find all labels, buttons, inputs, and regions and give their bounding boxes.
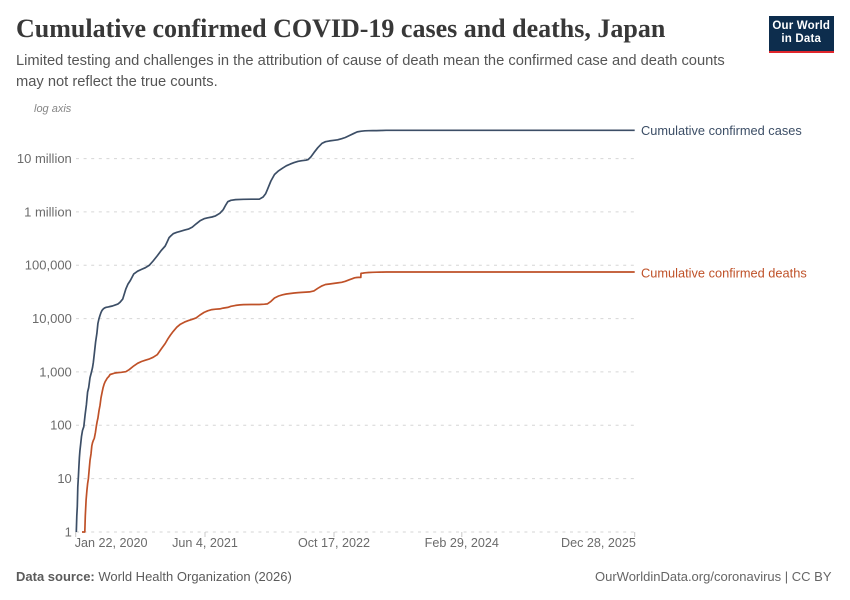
svg-text:Jun 4, 2021: Jun 4, 2021 [172, 536, 238, 550]
svg-text:1: 1 [65, 524, 72, 539]
svg-text:1 million: 1 million [24, 204, 72, 219]
svg-text:10,000: 10,000 [32, 311, 72, 326]
svg-text:Feb 29, 2024: Feb 29, 2024 [425, 536, 499, 550]
svg-text:Dec 28, 2025: Dec 28, 2025 [561, 536, 636, 550]
svg-text:10 million: 10 million [17, 151, 72, 166]
svg-text:100: 100 [50, 418, 72, 433]
svg-text:100,000: 100,000 [25, 258, 72, 273]
svg-text:Cumulative confirmed cases: Cumulative confirmed cases [641, 123, 802, 138]
svg-text:Oct 17, 2022: Oct 17, 2022 [298, 536, 370, 550]
svg-text:Jan 22, 2020: Jan 22, 2020 [75, 536, 148, 550]
svg-text:1,000: 1,000 [39, 364, 72, 379]
svg-text:10: 10 [57, 471, 71, 486]
svg-text:Cumulative confirmed deaths: Cumulative confirmed deaths [641, 266, 807, 281]
